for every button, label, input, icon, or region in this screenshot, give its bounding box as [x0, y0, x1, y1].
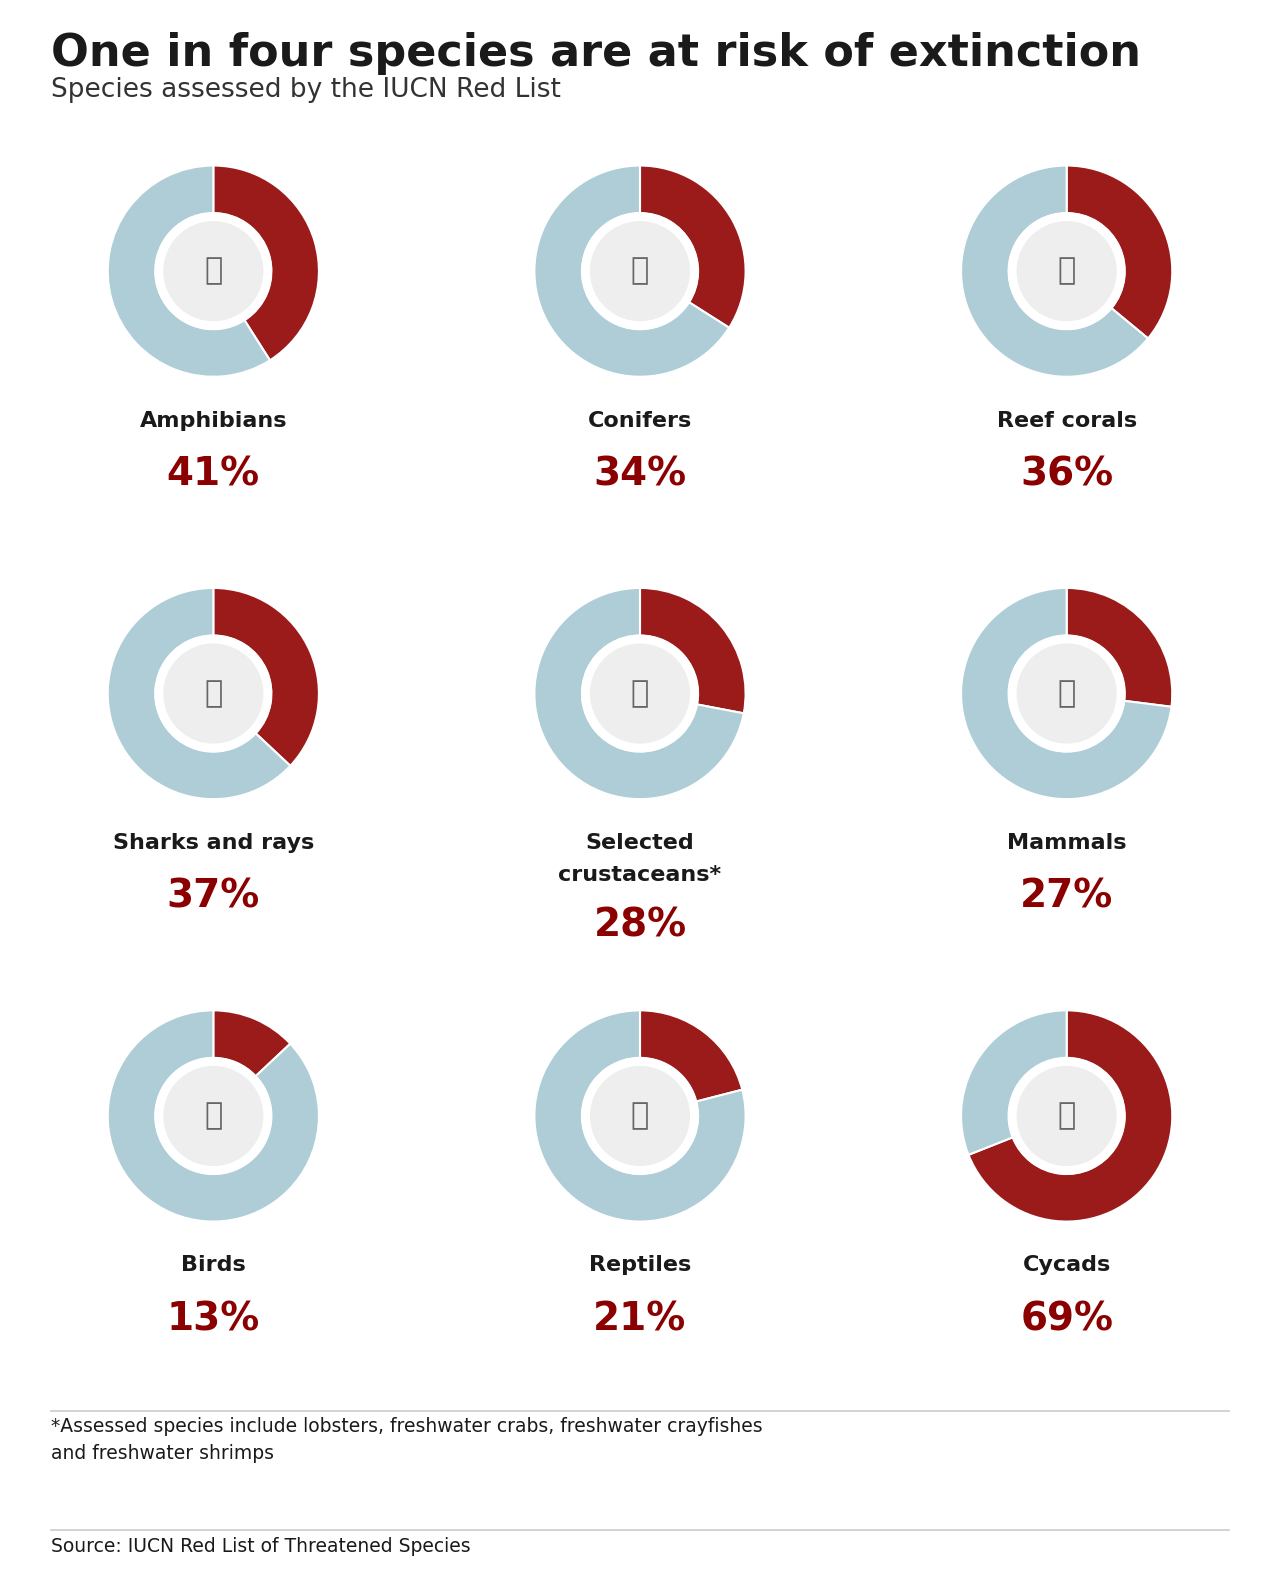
Text: 36%: 36% — [1020, 456, 1114, 493]
Wedge shape — [961, 166, 1148, 376]
Text: *Assessed species include lobsters, freshwater crabs, freshwater crayfishes
and : *Assessed species include lobsters, fres… — [51, 1417, 763, 1463]
Text: crustaceans*: crustaceans* — [558, 866, 722, 885]
Text: Reptiles: Reptiles — [589, 1256, 691, 1275]
Text: BBC: BBC — [1138, 1545, 1192, 1568]
Text: 34%: 34% — [594, 456, 686, 493]
Text: 41%: 41% — [166, 456, 260, 493]
Text: Conifers: Conifers — [588, 411, 692, 430]
Circle shape — [590, 644, 690, 743]
Circle shape — [590, 1066, 690, 1165]
Text: 🌴: 🌴 — [1057, 1101, 1075, 1130]
Circle shape — [1018, 644, 1116, 743]
Text: Selected: Selected — [586, 834, 694, 853]
Wedge shape — [534, 1011, 746, 1221]
Text: 13%: 13% — [166, 1301, 260, 1337]
Text: 69%: 69% — [1020, 1301, 1114, 1337]
Circle shape — [164, 1066, 262, 1165]
Circle shape — [582, 636, 698, 752]
Text: Mammals: Mammals — [1007, 834, 1126, 853]
Wedge shape — [534, 166, 730, 376]
Circle shape — [164, 644, 262, 743]
Wedge shape — [214, 588, 319, 765]
Text: 🐻: 🐻 — [1057, 679, 1075, 708]
Circle shape — [1009, 1058, 1125, 1175]
Wedge shape — [1066, 588, 1172, 706]
Circle shape — [164, 222, 262, 320]
Circle shape — [590, 222, 690, 320]
Text: Reef corals: Reef corals — [997, 411, 1137, 430]
Text: Species assessed by the IUCN Red List: Species assessed by the IUCN Red List — [51, 77, 561, 102]
Text: Source: IUCN Red List of Threatened Species: Source: IUCN Red List of Threatened Spec… — [51, 1537, 471, 1556]
Text: One in four species are at risk of extinction: One in four species are at risk of extin… — [51, 32, 1142, 75]
Text: 🦎: 🦎 — [631, 1101, 649, 1130]
Circle shape — [1009, 636, 1125, 752]
Circle shape — [582, 1058, 698, 1175]
Wedge shape — [534, 588, 744, 799]
Text: Cycads: Cycads — [1023, 1256, 1111, 1275]
Wedge shape — [640, 166, 746, 328]
Circle shape — [582, 214, 698, 330]
Wedge shape — [108, 1011, 319, 1221]
Circle shape — [1009, 214, 1125, 330]
Circle shape — [1018, 1066, 1116, 1165]
Text: Sharks and rays: Sharks and rays — [113, 834, 314, 853]
Text: 28%: 28% — [594, 907, 686, 944]
Text: 21%: 21% — [594, 1301, 686, 1337]
Circle shape — [155, 636, 271, 752]
Circle shape — [1018, 222, 1116, 320]
Wedge shape — [214, 166, 319, 360]
Text: Birds: Birds — [180, 1256, 246, 1275]
Wedge shape — [969, 1011, 1172, 1221]
Wedge shape — [961, 1011, 1066, 1154]
Text: 🌲: 🌲 — [631, 257, 649, 285]
Circle shape — [155, 214, 271, 330]
Text: 🩸: 🩸 — [1057, 257, 1075, 285]
Wedge shape — [961, 588, 1171, 799]
Wedge shape — [214, 1011, 291, 1076]
Text: 🐸: 🐸 — [205, 257, 223, 285]
Wedge shape — [108, 588, 291, 799]
Circle shape — [155, 1058, 271, 1175]
Text: 27%: 27% — [1020, 878, 1114, 915]
Wedge shape — [640, 1011, 742, 1101]
Wedge shape — [1066, 166, 1172, 338]
Wedge shape — [108, 166, 270, 376]
Text: 🦐: 🦐 — [631, 679, 649, 708]
Text: 🐦: 🐦 — [205, 1101, 223, 1130]
Wedge shape — [640, 588, 746, 714]
Text: Amphibians: Amphibians — [140, 411, 287, 430]
Text: 🦈: 🦈 — [205, 679, 223, 708]
Text: 37%: 37% — [166, 878, 260, 915]
